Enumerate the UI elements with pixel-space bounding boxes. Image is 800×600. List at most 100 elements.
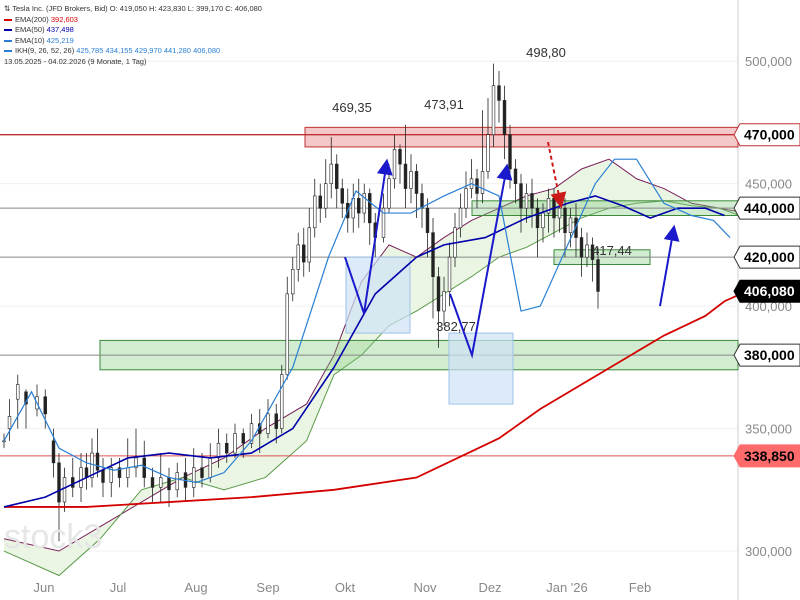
candle-body: [208, 457, 212, 478]
candle-body: [362, 193, 366, 214]
candle: [524, 183, 529, 223]
legend-item: EMA(10) 425,219: [4, 36, 262, 47]
candle-body: [409, 171, 413, 189]
candle-body: [368, 193, 372, 224]
candle-body: [447, 256, 452, 292]
candle: [568, 208, 573, 248]
candle: [381, 193, 386, 243]
legend-item: EMA(50) 437,498: [4, 25, 262, 36]
candle-body: [95, 452, 100, 471]
ema200-line: [4, 290, 747, 508]
candle: [486, 97, 490, 179]
candle-body: [249, 423, 254, 444]
candle-body: [291, 269, 295, 295]
legend-label: EMA(10): [15, 35, 45, 45]
candle-body: [126, 467, 130, 478]
candle-body: [491, 85, 496, 135]
candle-body: [329, 163, 333, 184]
candle-body: [585, 244, 589, 258]
candle: [579, 227, 584, 277]
candle: [447, 242, 452, 307]
candle: [7, 399, 12, 441]
legend-label: EMA(200): [15, 14, 49, 24]
chart-icon: ⇅: [4, 4, 13, 13]
candle: [431, 217, 435, 319]
candle-body: [524, 193, 529, 209]
candle-body: [142, 457, 146, 478]
candle-body: [502, 100, 507, 135]
y-tick-label: 400,000: [745, 299, 792, 314]
candle: [175, 462, 179, 498]
price-tag: 380,000: [733, 343, 800, 367]
candle: [357, 178, 361, 228]
candle: [502, 85, 507, 160]
y-tick-label: 300,000: [745, 544, 792, 559]
candle-body: [497, 85, 501, 101]
trend-arrow: [344, 158, 393, 314]
candle-body: [150, 477, 155, 488]
highlight-box: [345, 256, 411, 334]
x-tick-label: Jul: [110, 580, 127, 595]
candle: [225, 433, 229, 463]
candle-body: [464, 188, 468, 209]
candle-body: [324, 183, 328, 209]
candle: [541, 203, 545, 243]
ema-lines: [3, 158, 747, 508]
annotation-label: 382,77: [436, 319, 476, 334]
candle: [2, 433, 6, 449]
candle: [90, 438, 94, 488]
legend-range: 13.05.2025 - 04.02.2026 (9 Monate, 1 Tag…: [4, 56, 147, 66]
candle-body: [62, 477, 67, 503]
candle: [436, 266, 441, 348]
candle: [519, 173, 523, 233]
candle: [117, 457, 122, 488]
candle: [109, 457, 113, 498]
price-tag: 470,000: [733, 123, 800, 147]
price-tag: 440,000: [733, 196, 800, 220]
candle: [216, 428, 221, 468]
candle-body: [392, 149, 397, 180]
trend-arrow: [659, 224, 680, 307]
candle-body: [192, 467, 196, 488]
legend-item: IKH(9, 26, 52, 26) 425,785 434,155 429,9…: [4, 46, 262, 57]
legend-item: EMA(200) 392,603: [4, 15, 262, 26]
candle: [79, 453, 83, 503]
candle: [335, 154, 339, 209]
candle-body: [557, 207, 562, 219]
price-tag-label: 338,850: [744, 448, 795, 464]
legend-value: 425,785 434,155 429,970 441,280 406,080: [74, 46, 221, 56]
y-tick-label: 450,000: [745, 177, 792, 192]
legend-swatch: [4, 29, 12, 32]
candle: [513, 159, 518, 204]
candle-body: [200, 467, 204, 478]
candle: [16, 374, 20, 429]
candle-body: [340, 188, 344, 204]
candle: [296, 232, 300, 282]
candle-body: [420, 193, 424, 209]
ema50-line: [3, 195, 725, 508]
candle-body: [117, 467, 122, 478]
legend-value: 392,603: [48, 14, 78, 24]
price-tag-label: 470,000: [744, 127, 795, 143]
candle: [313, 178, 317, 238]
price-tag-box: [733, 196, 800, 220]
annotation-label: 498,80: [526, 45, 566, 60]
candle: [409, 154, 413, 204]
candle: [387, 164, 391, 214]
candle: [233, 423, 237, 458]
candle-body: [216, 442, 221, 459]
candle-body: [71, 477, 75, 488]
candle-body: [357, 198, 361, 214]
candle: [590, 237, 595, 282]
legend-value: 425,219: [44, 35, 74, 45]
x-axis: Jun Jul Aug Sep Okt Nov Dez Jan '26 Feb: [34, 580, 652, 595]
candle: [142, 440, 146, 488]
trend-arrow: [449, 163, 513, 359]
candle-body: [436, 276, 441, 312]
candle: [24, 389, 28, 429]
x-tick-label: Sep: [256, 580, 279, 595]
candle-body: [274, 413, 278, 429]
candle: [530, 178, 534, 228]
x-tick-label: Jan '26: [546, 580, 588, 595]
